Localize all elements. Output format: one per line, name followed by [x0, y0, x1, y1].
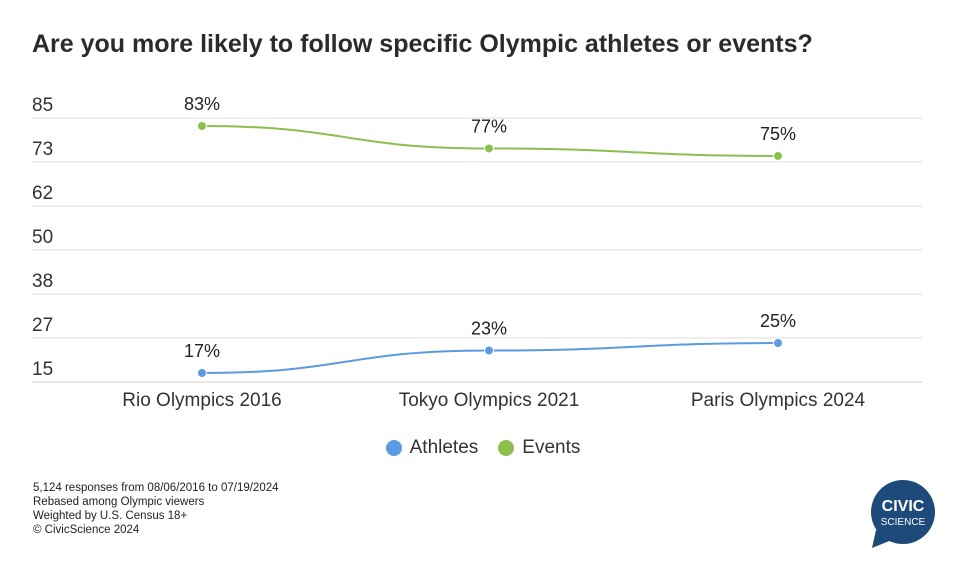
- data-label-athletes: 23%: [471, 319, 507, 339]
- series: 17% 23% 25% 83% 77% 75%: [184, 94, 796, 378]
- x-tick-label: Tokyo Olympics 2021: [399, 390, 580, 411]
- legend-swatch-events: [498, 440, 515, 456]
- data-label-events: 75%: [760, 124, 796, 144]
- legend-swatch-athletes: [385, 440, 402, 456]
- data-label-events: 83%: [184, 94, 220, 114]
- y-tick-label: 73: [32, 139, 53, 160]
- y-tick-label: 15: [32, 359, 53, 380]
- legend: Athletes Events: [0, 437, 966, 459]
- data-point-events[interactable]: [484, 143, 494, 154]
- logo-text-science: SCIENCE: [881, 517, 926, 528]
- data-point-events[interactable]: [773, 150, 783, 161]
- footnotes: 5,124 responses from 08/06/2016 to 07/19…: [33, 481, 279, 537]
- y-tick-label: 38: [32, 271, 53, 292]
- chart-title: Are you more likely to follow specific O…: [32, 30, 813, 58]
- y-axis-ticks: 85 73 62 50 38 27 15: [32, 95, 53, 380]
- line-chart: 85 73 62 50 38 27 15 Rio Olympics 2016 Tokyo Ol…: [32, 94, 922, 411]
- logo-speech-tail: [872, 530, 892, 548]
- data-label-events: 77%: [471, 116, 507, 136]
- logo-badge: [871, 480, 935, 544]
- data-point-athletes[interactable]: [197, 368, 207, 378]
- footnote-copyright: © CivicScience 2024: [33, 524, 140, 536]
- y-tick-label: 27: [32, 315, 53, 336]
- data-point-athletes[interactable]: [773, 338, 783, 349]
- gridlines: [32, 117, 922, 383]
- y-tick-label: 62: [32, 183, 53, 204]
- logo-text-civic: CIVIC: [882, 498, 925, 515]
- footnote-responses: 5,124 responses from 08/06/2016 to 07/19…: [33, 482, 279, 494]
- legend-label-athletes: Athletes: [409, 437, 479, 458]
- legend-item-athletes[interactable]: Athletes: [385, 437, 479, 459]
- legend-label-events: Events: [522, 437, 581, 458]
- data-label-athletes: 25%: [760, 311, 796, 331]
- x-axis-ticks: Rio Olympics 2016 Tokyo Olympics 2021 Pari…: [122, 390, 865, 411]
- footnote-rebased: Rebased among Olympic viewers: [33, 496, 205, 508]
- y-tick-label: 50: [32, 227, 53, 248]
- data-point-events[interactable]: [197, 121, 207, 131]
- legend-item-events[interactable]: Events: [498, 437, 580, 459]
- y-tick-label: 85: [32, 95, 53, 116]
- x-tick-label: Paris Olympics 2024: [691, 390, 866, 411]
- footnote-weighted: Weighted by U.S. Census 18+: [33, 510, 188, 522]
- civicscience-logo: CIVIC SCIENCE: [871, 480, 935, 548]
- x-tick-label: Rio Olympics 2016: [122, 390, 281, 411]
- data-label-athletes: 17%: [184, 341, 220, 361]
- data-point-athletes[interactable]: [484, 345, 494, 356]
